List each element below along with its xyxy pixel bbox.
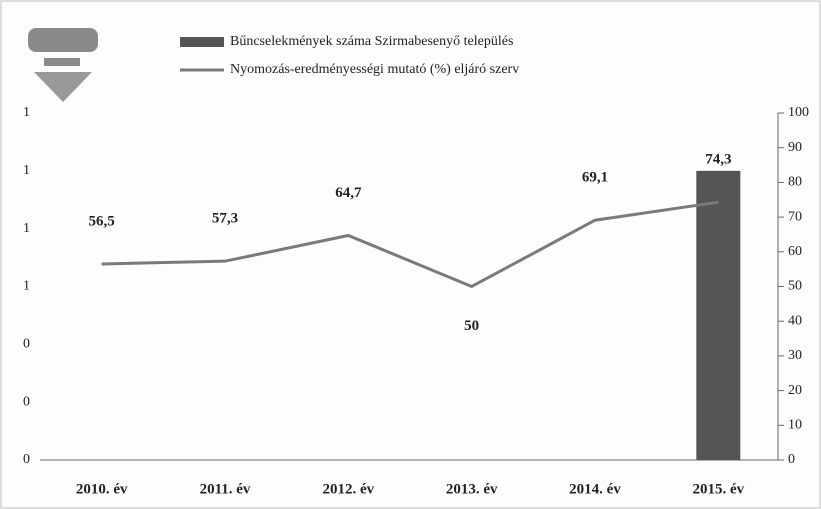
y2-tick-label: 10 — [788, 418, 802, 433]
y2-tick-label: 80 — [788, 175, 802, 190]
data-label: 69,1 — [582, 170, 608, 186]
bar — [696, 170, 741, 461]
y2-tick-label: 90 — [788, 140, 802, 155]
x-tick-label: 2012. év — [322, 481, 374, 497]
y2-tick-label: 20 — [788, 383, 802, 398]
data-label: 50 — [464, 318, 479, 334]
y-tick-label: 1 — [23, 105, 30, 120]
legend-label: Nyomozás-eredményességi mutató (%) eljár… — [230, 62, 519, 77]
y2-tick-label: 30 — [788, 348, 802, 363]
y2-tick-label: 40 — [788, 313, 802, 328]
y2-tick-label: 50 — [788, 279, 802, 294]
y2-tick-label: 70 — [788, 209, 802, 224]
legend-label: Bűncselekmények száma Szirmabesenyő tele… — [230, 34, 513, 49]
y2-tick-label: 0 — [788, 452, 795, 467]
x-tick-label: 2015. év — [692, 481, 744, 497]
data-label: 74,3 — [705, 152, 731, 168]
y-tick-label: 0 — [23, 337, 30, 352]
x-tick-label: 2011. év — [200, 481, 251, 497]
logo — [28, 28, 98, 102]
x-tick-label: 2014. év — [569, 481, 621, 497]
data-label: 64,7 — [335, 185, 362, 201]
y2-tick-label: 60 — [788, 244, 802, 259]
y-tick-label: 1 — [23, 221, 30, 236]
x-tick-label: 2010. év — [76, 481, 128, 497]
legend-swatch — [180, 37, 224, 47]
y-tick-label: 1 — [23, 279, 30, 294]
data-label: 56,5 — [89, 213, 115, 229]
y-tick-label: 1 — [23, 163, 30, 178]
y2-tick-label: 100 — [788, 105, 809, 120]
x-tick-label: 2013. év — [446, 481, 498, 497]
y-tick-label: 0 — [23, 394, 30, 409]
line — [101, 200, 719, 289]
data-label: 57,3 — [212, 211, 238, 227]
y-tick-label: 0 — [23, 452, 30, 467]
